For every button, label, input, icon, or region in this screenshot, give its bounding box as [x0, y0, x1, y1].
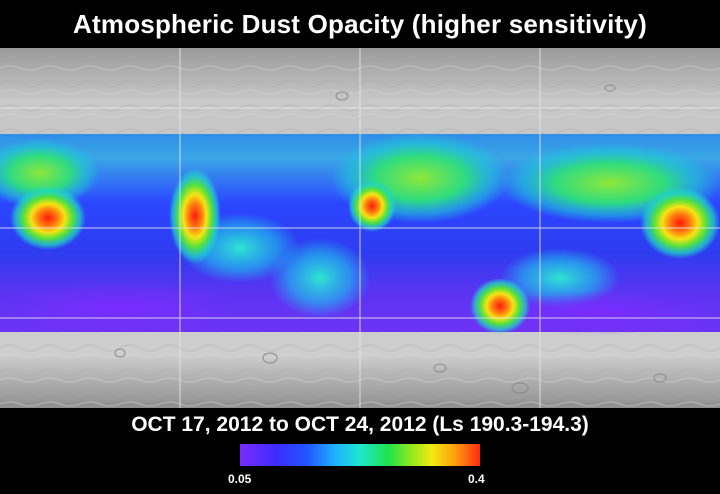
colorbar-legend: 0.05 0.4: [0, 442, 720, 494]
dust-opacity-map: [0, 48, 720, 408]
colorbar: [240, 444, 480, 466]
hotspot-central: [348, 180, 396, 232]
page-title: Atmospheric Dust Opacity (higher sensiti…: [73, 8, 647, 39]
hotspot-tharsis: [169, 168, 221, 264]
hotspot-east: [640, 187, 720, 259]
colorbar-max-label: 0.4: [468, 472, 485, 486]
hotspot-west: [10, 186, 86, 250]
map-grid: [0, 48, 720, 408]
colorbar-min-label: 0.05: [228, 472, 252, 486]
date-range-label: OCT 17, 2012 to OCT 24, 2012 (Ls 190.3-1…: [131, 413, 589, 436]
hotspot-south: [470, 278, 530, 334]
